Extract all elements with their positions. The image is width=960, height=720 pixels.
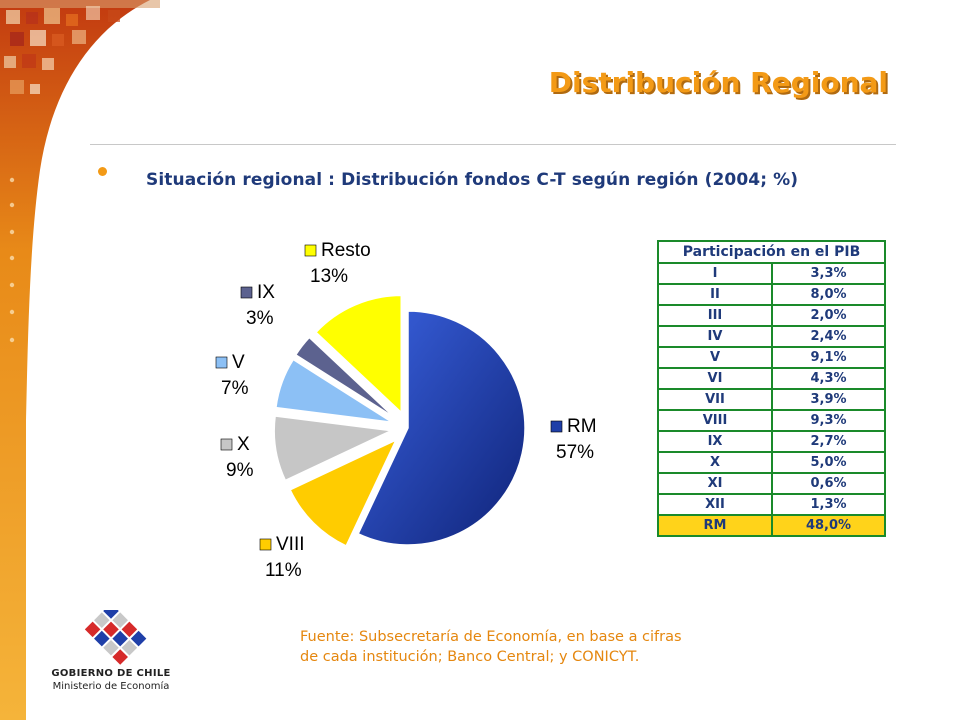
pib-table-row: X 5,0%	[657, 451, 886, 474]
government-logo	[84, 610, 147, 665]
pib-table-row: I 3,3%	[657, 262, 886, 285]
slice-label-x: X	[237, 434, 250, 455]
pib-table: Participación en el PIB I 3,3% II 8,0% III 2,…	[657, 240, 886, 537]
pib-region-cell: IX	[657, 430, 773, 453]
logo-text-government: GOBIERNO DE CHILE	[51, 668, 171, 679]
pib-region-cell: I	[657, 262, 773, 285]
pib-value-cell: 8,0%	[771, 283, 886, 306]
decorative-mosaic	[0, 0, 160, 94]
slide-subtitle: Situación regional : Distribución fondos…	[146, 170, 799, 190]
slice-value-viii: 11%	[265, 560, 302, 581]
pib-region-cell: VII	[657, 388, 773, 411]
pib-region-cell: RM	[657, 514, 773, 537]
pib-table-row: VIII 9,3%	[657, 409, 886, 432]
source-note: Fuente: Subsecretaría de Economía, en ba…	[300, 627, 800, 667]
pib-value-cell: 5,0%	[771, 451, 886, 474]
pib-value-cell: 0,6%	[771, 472, 886, 495]
slice-label-rm: RM	[567, 416, 597, 437]
title-divider	[90, 144, 896, 145]
legend-swatch-rm	[550, 420, 563, 433]
logo-text-ministry: Ministerio de Economía	[52, 681, 170, 692]
source-line-2: de cada institución; Banco Central; y CO…	[300, 649, 640, 665]
pib-region-cell: VIII	[657, 409, 773, 432]
pib-table-row: XII 1,3%	[657, 493, 886, 516]
pib-value-cell: 48,0%	[771, 514, 886, 537]
legend-swatch-x	[220, 438, 233, 451]
pib-region-cell: IV	[657, 325, 773, 348]
legend-swatch-viii	[259, 538, 272, 551]
pie-slice-rm	[357, 310, 526, 546]
pib-value-cell: 2,7%	[771, 430, 886, 453]
pie-slice-v	[275, 358, 393, 423]
pib-table-title: Participación en el PIB	[657, 240, 886, 264]
pib-value-cell: 2,4%	[771, 325, 886, 348]
slice-label-ix: IX	[257, 282, 275, 303]
pie-slice-ix	[294, 336, 396, 419]
pib-value-cell: 3,3%	[771, 262, 886, 285]
pib-table-row: XI 0,6%	[657, 472, 886, 495]
pib-value-cell: 9,1%	[771, 346, 886, 369]
pib-table-row: RM 48,0%	[657, 514, 886, 537]
pib-region-cell: II	[657, 283, 773, 306]
legend-swatch-ix	[240, 286, 253, 299]
pie-slice-resto	[314, 294, 402, 415]
pie-slice-x	[273, 415, 394, 482]
slice-value-ix: 3%	[246, 308, 274, 329]
slice-value-v: 7%	[221, 378, 249, 399]
pib-value-cell: 4,3%	[771, 367, 886, 390]
legend-swatch-v	[215, 356, 228, 369]
pib-value-cell: 1,3%	[771, 493, 886, 516]
slice-value-x: 9%	[226, 460, 254, 481]
slice-label-resto: Resto	[321, 240, 371, 261]
pib-table-row: IV 2,4%	[657, 325, 886, 348]
pib-table-row: III 2,0%	[657, 304, 886, 327]
pib-value-cell: 2,0%	[771, 304, 886, 327]
legend-swatch-resto	[304, 244, 317, 257]
pib-table-row: II 8,0%	[657, 283, 886, 306]
pib-table-row: VII 3,9%	[657, 388, 886, 411]
pib-region-cell: VI	[657, 367, 773, 390]
source-line-1: Fuente: Subsecretaría de Economía, en ba…	[300, 629, 682, 645]
slice-value-rm: 57%	[556, 442, 594, 463]
pib-table-row: VI 4,3%	[657, 367, 886, 390]
decorative-dots	[9, 177, 15, 343]
pib-value-cell: 9,3%	[771, 409, 886, 432]
pib-value-cell: 3,9%	[771, 388, 886, 411]
slice-label-viii: VIII	[276, 534, 305, 555]
bullet-icon	[98, 167, 107, 176]
pib-region-cell: III	[657, 304, 773, 327]
slice-value-resto: 13%	[310, 266, 348, 287]
slide-title: Distribución Regional	[548, 66, 888, 99]
pie-slice-viii	[289, 438, 398, 547]
pib-region-cell: XII	[657, 493, 773, 516]
pib-region-cell: XI	[657, 472, 773, 495]
pib-table-row: V 9,1%	[657, 346, 886, 369]
slice-label-v: V	[232, 352, 245, 373]
pib-region-cell: X	[657, 451, 773, 474]
pib-region-cell: V	[657, 346, 773, 369]
pib-table-row: IX 2,7%	[657, 430, 886, 453]
